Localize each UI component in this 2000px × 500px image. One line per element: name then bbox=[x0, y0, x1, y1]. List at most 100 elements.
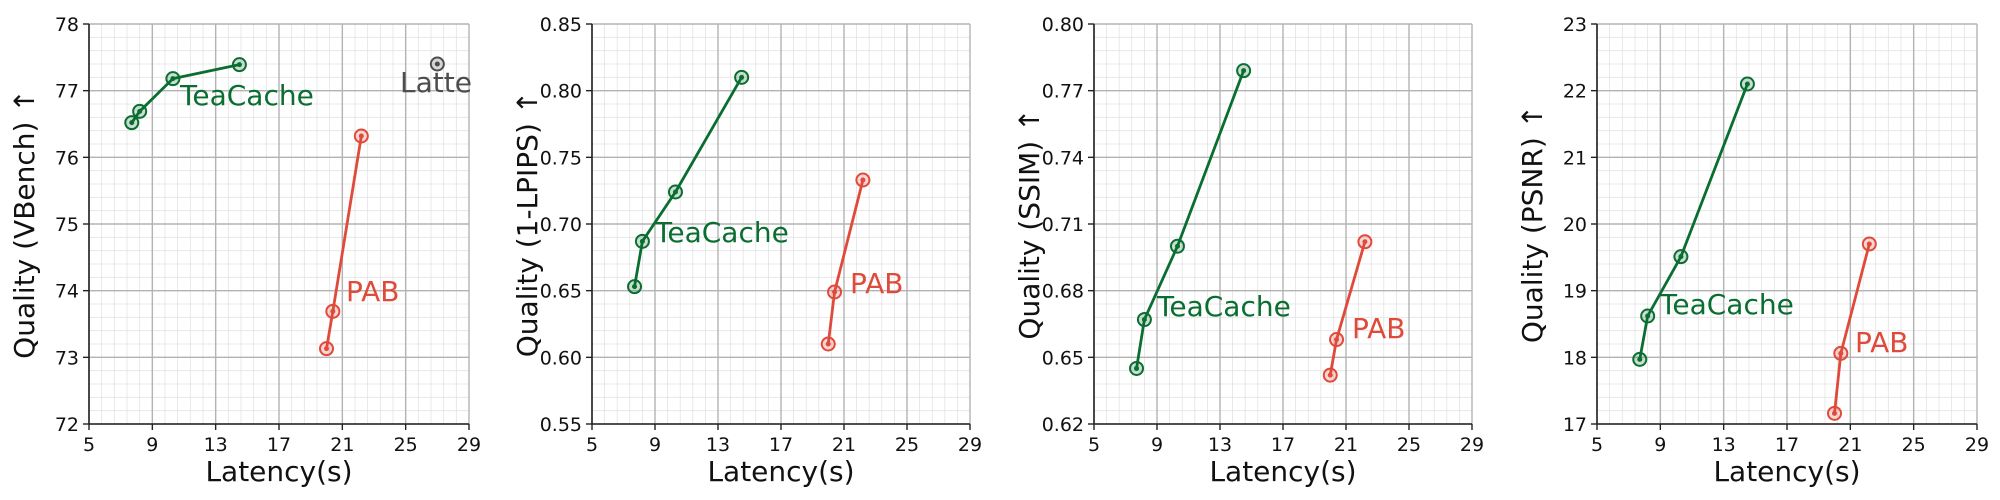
series-pab: PAB bbox=[319, 128, 399, 357]
data-point-center bbox=[1241, 68, 1247, 74]
y-tick-label: 78 bbox=[55, 14, 79, 36]
x-tick-label: 25 bbox=[394, 434, 418, 456]
x-tick-label: 13 bbox=[204, 434, 228, 456]
series-teacache: TeaCache bbox=[1129, 63, 1291, 376]
x-tick-label: 17 bbox=[769, 434, 793, 456]
y-tick-label: 21 bbox=[1563, 147, 1587, 169]
x-tick-label: 9 bbox=[146, 434, 158, 456]
y-tick-label: 0.85 bbox=[540, 14, 582, 36]
data-point-center bbox=[330, 308, 336, 314]
y-tick-label: 0.75 bbox=[540, 147, 582, 169]
x-tick-label: 21 bbox=[1334, 434, 1358, 456]
series-label-pab: PAB bbox=[346, 275, 399, 308]
y-tick-label: 0.55 bbox=[540, 414, 582, 436]
data-point-center bbox=[1327, 372, 1333, 378]
chart-panel-3: 5 9 13 17 21 25 29 0.62 0.65 0.68 0.71 0.74 0.77 0.80… bbox=[1013, 14, 1484, 488]
x-axis-label: Latency(s) bbox=[1713, 455, 1860, 488]
y-tick-label: 0.80 bbox=[540, 81, 582, 103]
data-point-center bbox=[739, 74, 745, 80]
series-line-teacache bbox=[633, 76, 743, 287]
data-point-center bbox=[1134, 365, 1140, 371]
y-axis-label: Quality (VBench) ↑ bbox=[8, 89, 41, 359]
x-tick-label: 9 bbox=[1151, 434, 1163, 456]
data-point-center bbox=[170, 76, 176, 82]
major-grid bbox=[1093, 23, 1473, 425]
data-point-center bbox=[632, 284, 638, 290]
data-point-center bbox=[1678, 254, 1684, 260]
y-axis-label: Quality (PSNR) ↑ bbox=[1516, 105, 1549, 343]
y-tick-label: 0.68 bbox=[1042, 281, 1084, 303]
data-point-center bbox=[129, 120, 135, 126]
series-line-teacache bbox=[1638, 83, 1749, 360]
data-point-center bbox=[137, 108, 143, 114]
data-point-center bbox=[639, 238, 645, 244]
major-grid bbox=[1596, 23, 1978, 425]
data-point-center bbox=[1866, 241, 1872, 247]
data-point-center bbox=[1645, 313, 1651, 319]
series-label-teacache: TeaCache bbox=[1156, 290, 1291, 323]
chart-panel-1: 5 9 13 17 21 25 29 72 73 74 75 76 77 78 Latency(s) Qual… bbox=[8, 14, 481, 488]
x-tick-label: 29 bbox=[958, 434, 982, 456]
series-teacache: TeaCache bbox=[1632, 76, 1794, 367]
y-axis-label: Quality (SSIM) ↑ bbox=[1013, 108, 1046, 339]
x-tick-label: 5 bbox=[1591, 434, 1603, 456]
x-tick-label: 13 bbox=[1208, 434, 1232, 456]
data-point-center bbox=[672, 189, 678, 195]
x-tick-label: 17 bbox=[267, 434, 291, 456]
y-tick-label: 0.60 bbox=[540, 347, 582, 369]
chart-panel-2: 5 9 13 17 21 25 29 0.55 0.60 0.65 0.70 0.75 0.80 0.85… bbox=[511, 14, 982, 488]
x-tick-label: 29 bbox=[1460, 434, 1484, 456]
data-point-center bbox=[1744, 81, 1750, 87]
data-point-center bbox=[825, 341, 831, 347]
y-tick-label: 72 bbox=[55, 414, 79, 436]
data-point-center bbox=[1838, 350, 1844, 356]
series-pab: PAB bbox=[820, 172, 903, 352]
y-tick-label: 18 bbox=[1563, 347, 1587, 369]
x-tick-label: 25 bbox=[895, 434, 919, 456]
major-grid bbox=[88, 23, 470, 425]
series-line-pab bbox=[826, 179, 865, 345]
y-tick-label: 0.65 bbox=[1042, 347, 1084, 369]
series-line-teacache bbox=[1135, 70, 1245, 369]
data-point-center bbox=[832, 289, 838, 295]
data-point-center bbox=[236, 62, 242, 68]
data-point-center bbox=[860, 177, 866, 183]
series-latte: Latte bbox=[400, 56, 472, 99]
y-tick-label: 0.80 bbox=[1042, 14, 1084, 36]
series-teacache: TeaCache bbox=[627, 69, 789, 295]
data-point-center bbox=[1637, 356, 1643, 362]
x-tick-label: 17 bbox=[1271, 434, 1295, 456]
x-tick-label: 13 bbox=[1712, 434, 1736, 456]
data-point-center bbox=[1832, 410, 1837, 416]
data-point-center bbox=[324, 346, 329, 352]
series-label-pab: PAB bbox=[850, 267, 903, 300]
chart-panel-4: 5 9 13 17 21 25 29 17 18 19 20 21 22 23 Latency(s) Qual… bbox=[1516, 14, 1989, 488]
y-tick-label: 17 bbox=[1563, 414, 1587, 436]
x-tick-label: 5 bbox=[1088, 434, 1100, 456]
y-tick-label: 20 bbox=[1563, 214, 1587, 236]
y-tick-label: 76 bbox=[55, 147, 79, 169]
data-point-center bbox=[1141, 317, 1147, 323]
data-point-center bbox=[358, 133, 364, 139]
x-tick-label: 29 bbox=[457, 434, 481, 456]
series-label-pab: PAB bbox=[1352, 312, 1405, 345]
y-tick-label: 23 bbox=[1563, 14, 1587, 36]
x-tick-label: 29 bbox=[1965, 434, 1989, 456]
x-tick-label: 9 bbox=[649, 434, 661, 456]
x-tick-label: 17 bbox=[1775, 434, 1799, 456]
y-tick-label: 77 bbox=[55, 81, 79, 103]
data-point-center bbox=[1334, 337, 1340, 343]
x-tick-label: 25 bbox=[1902, 434, 1926, 456]
data-point-center bbox=[1174, 243, 1180, 249]
y-tick-label: 22 bbox=[1563, 81, 1587, 103]
y-tick-label: 75 bbox=[55, 214, 79, 236]
x-tick-label: 21 bbox=[832, 434, 856, 456]
series-label-teacache: TeaCache bbox=[179, 79, 314, 112]
x-axis-label: Latency(s) bbox=[205, 455, 352, 488]
data-point-center bbox=[434, 61, 440, 67]
series-label-latte: Latte bbox=[400, 66, 472, 99]
series-label-teacache: TeaCache bbox=[654, 216, 789, 249]
y-tick-label: 0.65 bbox=[540, 281, 582, 303]
x-tick-label: 21 bbox=[1838, 434, 1862, 456]
